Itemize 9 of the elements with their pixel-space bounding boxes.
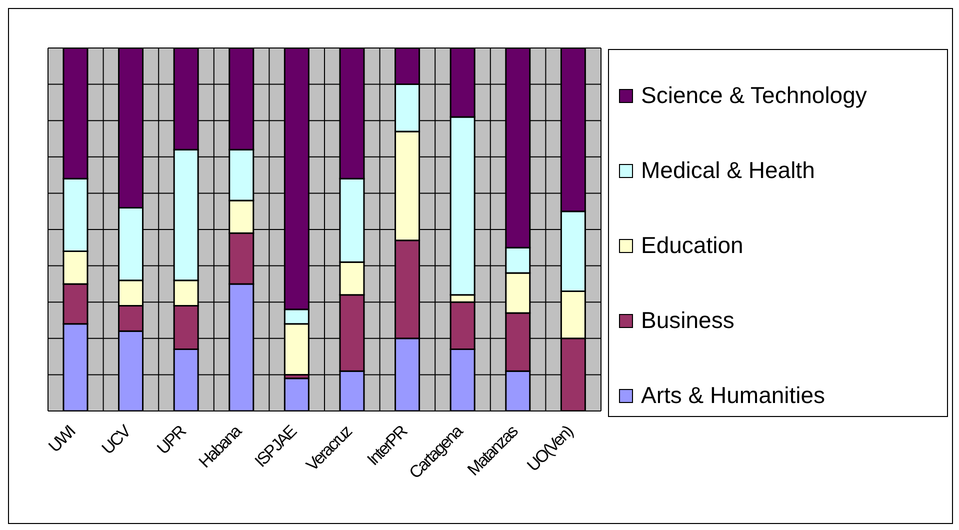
- x-tick-label: UPR: [153, 422, 190, 458]
- legend-label: Science & Technology: [641, 82, 867, 109]
- legend-label: Arts & Humanities: [641, 382, 826, 409]
- legend-label: Education: [641, 232, 744, 259]
- legend-label: Medical & Health: [641, 157, 815, 184]
- legend-label: Business: [641, 307, 734, 334]
- x-tick-label: UCV: [98, 420, 136, 458]
- bar: [284, 378, 310, 411]
- x-tick-label: UWI: [44, 422, 80, 456]
